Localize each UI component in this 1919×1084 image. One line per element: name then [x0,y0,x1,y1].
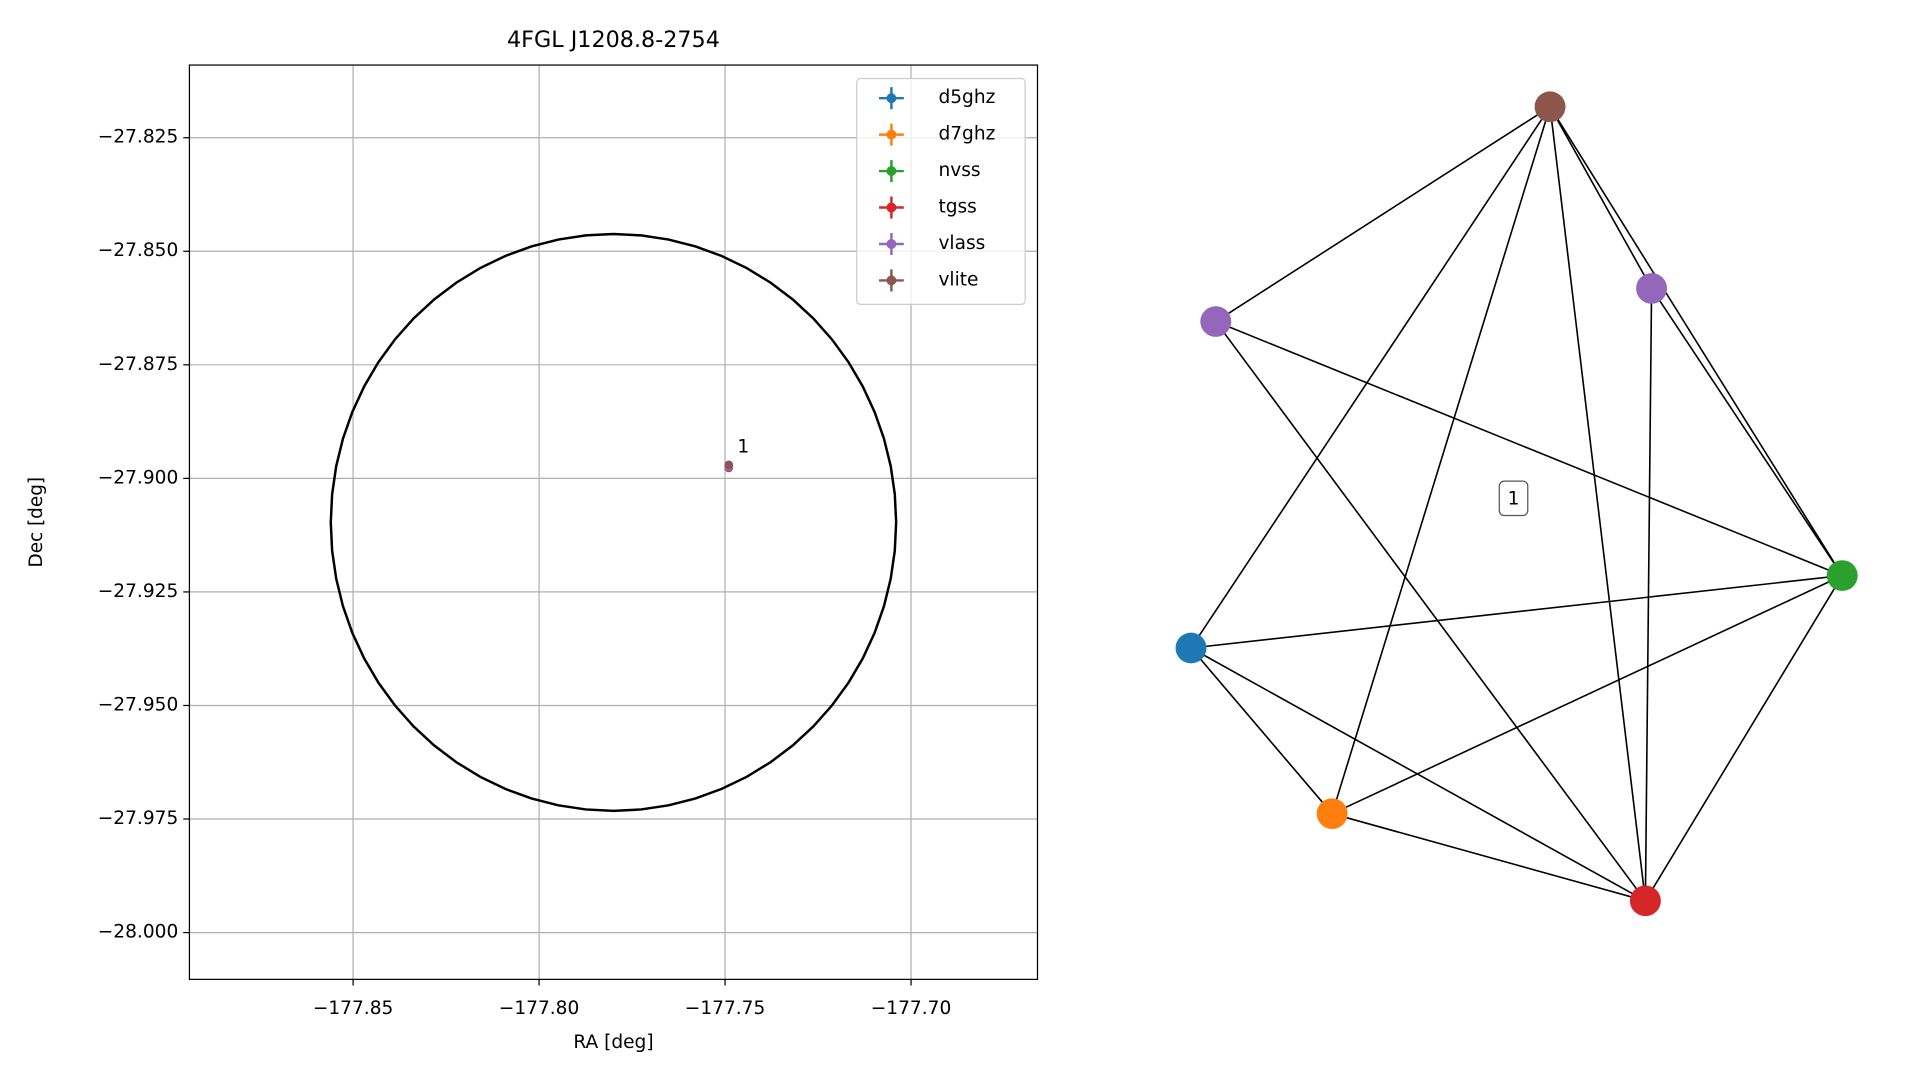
graph-node [1175,632,1207,664]
legend-label: nvss [938,160,980,181]
graph-edge [1215,320,1843,577]
graph-edge [1549,106,1647,901]
graph-edge [1215,106,1551,323]
graph-edge [1650,287,1843,577]
y-tick-label: −27.925 [98,581,179,602]
graph-edge [1331,812,1646,902]
legend-label: d7ghz [938,124,995,145]
legend-marker [886,239,897,249]
y-tick-label: −27.875 [98,354,179,375]
y-tick-label: −27.975 [98,808,179,829]
graph-edge [1549,106,1843,577]
annotation: 1 [737,436,749,457]
y-tick-label: −27.950 [98,695,179,716]
legend-marker [886,275,897,286]
y-tick-label: −27.850 [98,240,179,261]
graph-node [1200,306,1232,337]
legend-marker [886,202,897,213]
x-tick-label: −177.85 [313,998,394,1019]
plot-frame [188,64,1039,980]
graph-edge [1331,574,1843,815]
group-label-box [1498,480,1529,517]
graph-edge [1190,574,1843,649]
region-ellipse [329,232,898,813]
graph-edge [1215,321,1647,902]
legend-marker [886,93,897,104]
x-tick-label: −177.80 [499,998,580,1019]
y-tick-label: −27.825 [98,127,179,148]
chart-title: 4FGL J1208.8-2754 [507,27,720,53]
graph-node [1629,885,1661,917]
group-label: 1 [1508,489,1520,510]
x-axis-label: RA [deg] [573,1032,653,1053]
graph-edge [1190,106,1551,649]
graph-edge [1331,106,1551,814]
legend-label: vlite [938,269,978,290]
graph-edge [1644,575,1843,902]
graph-edge [1190,647,1646,902]
graph-node [1316,798,1348,830]
graph-edge [1549,106,1653,289]
data-point [724,460,734,470]
legend-label: tgss [938,197,976,218]
y-tick-label: −27.900 [98,467,179,488]
graph-node [1826,560,1858,591]
legend-label: vlass [938,233,985,254]
graph-edge [1644,288,1653,901]
graph-edge [1190,647,1333,815]
y-axis-label: Dec [deg] [26,477,47,568]
x-tick-label: −177.70 [871,998,952,1019]
x-tick-label: −177.75 [685,998,766,1019]
graph-node [1636,273,1668,304]
legend-marker [886,166,897,176]
graph-node [1534,91,1566,123]
legend-label: d5ghz [938,87,995,108]
legend-marker [886,129,897,140]
y-tick-label: −28.000 [98,922,179,943]
